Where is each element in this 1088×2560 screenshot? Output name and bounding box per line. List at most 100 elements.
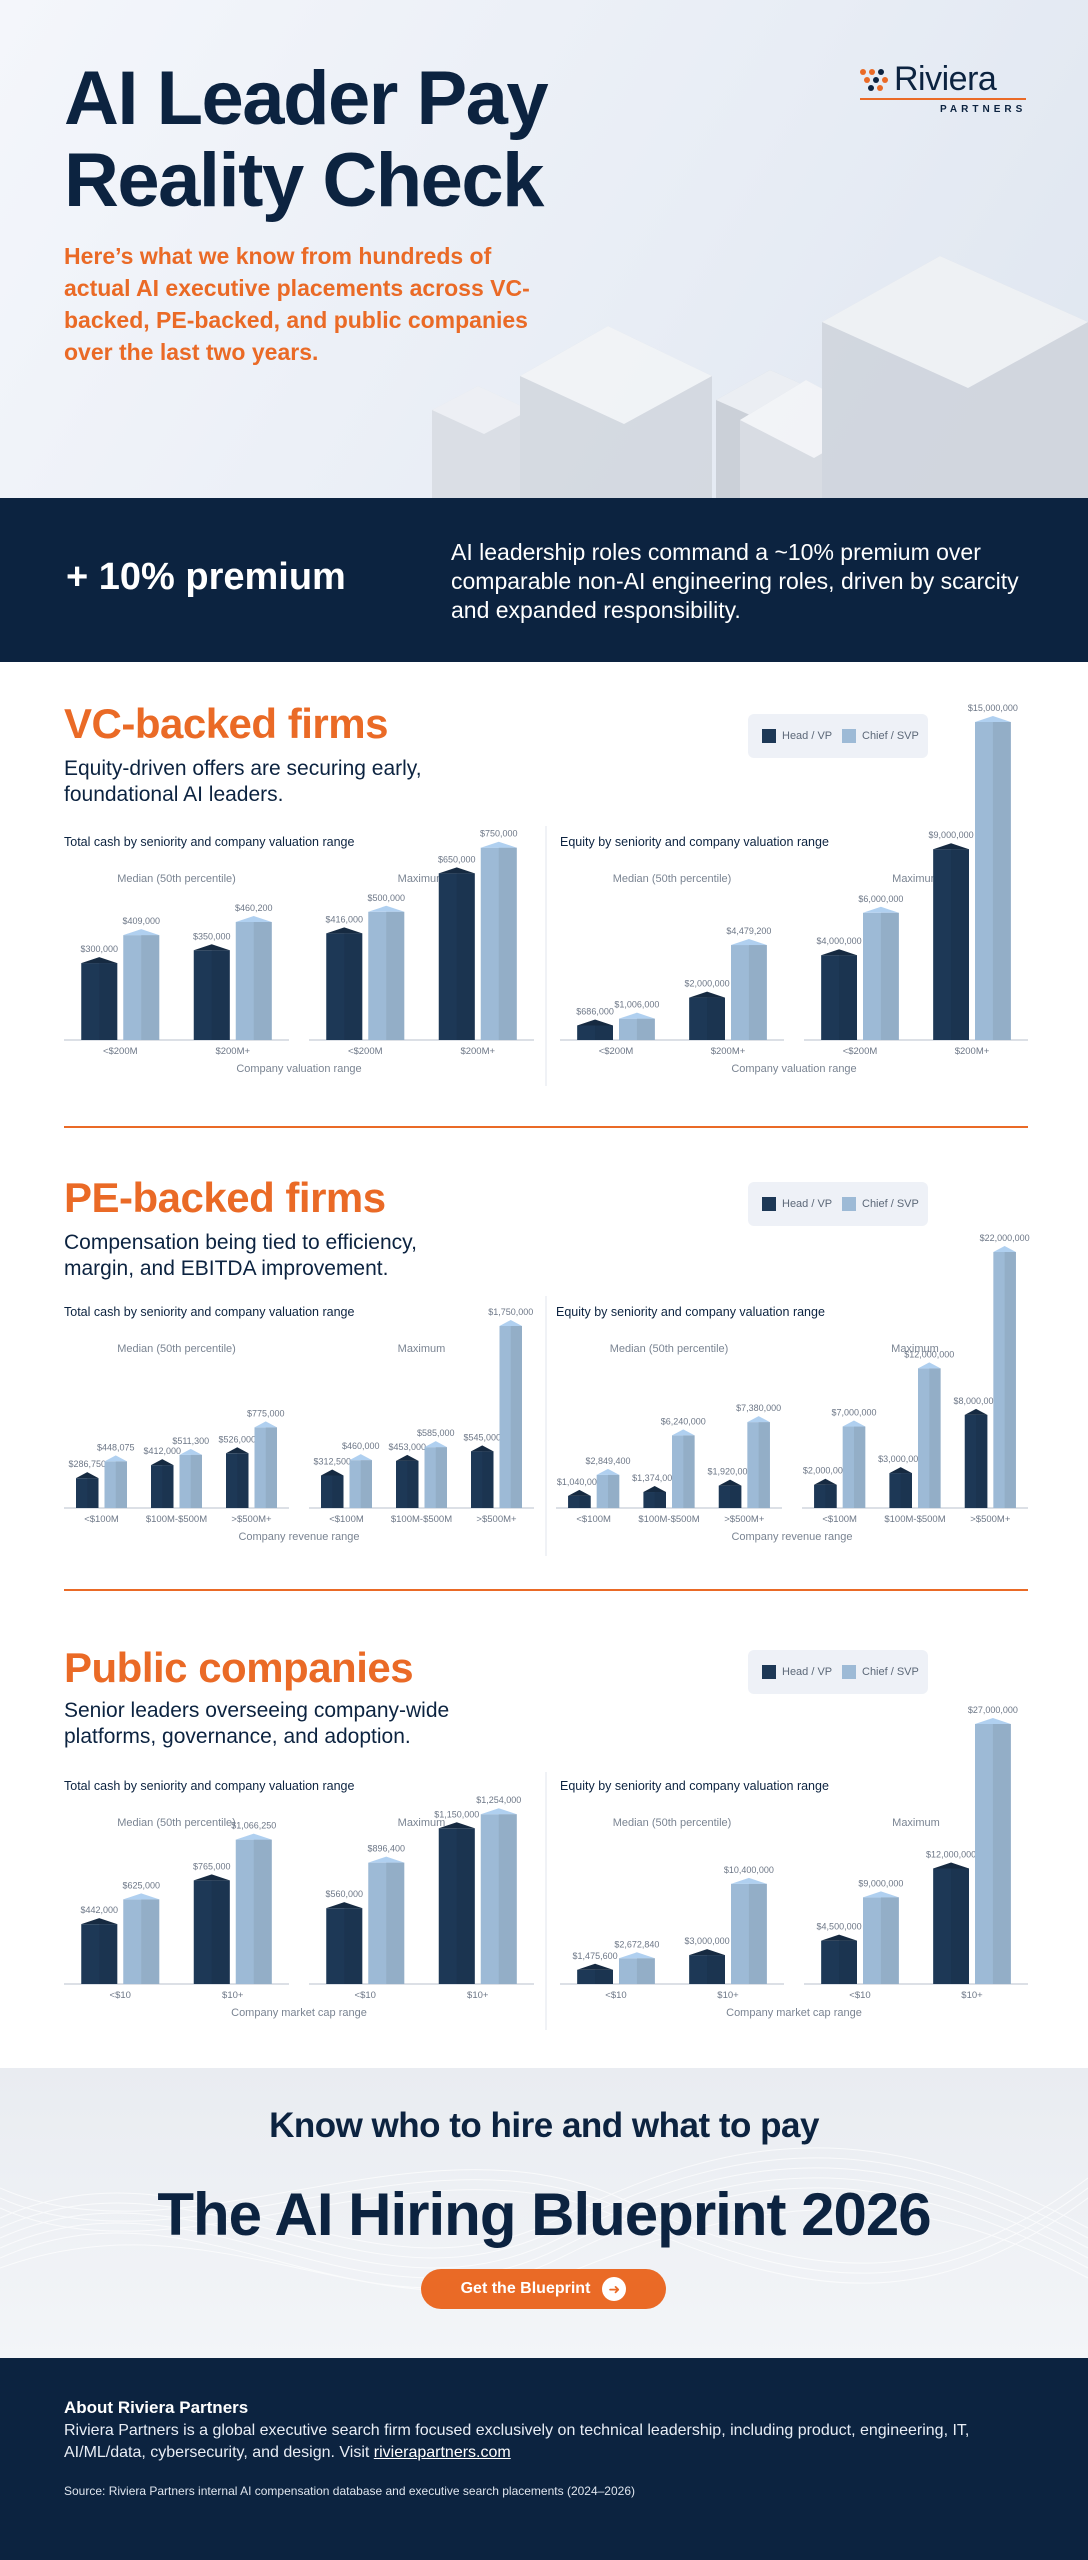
bar-top — [814, 1478, 837, 1485]
bar-top — [863, 906, 899, 913]
legend-item-chief: Chief / SVP — [842, 729, 919, 743]
get-blueprint-button[interactable]: Get the Blueprint ➜ — [421, 2269, 666, 2309]
bar-side-shade — [607, 1474, 620, 1508]
data-label: $15,000,000 — [968, 703, 1018, 713]
chart-pe-equity: Equity by seniority and company valuatio… — [556, 1233, 1030, 1543]
data-label: $1,254,000 — [476, 1795, 521, 1805]
legend-item-chief: Chief / SVP — [842, 1665, 919, 1679]
group-label: Median (50th percentile) — [117, 1817, 236, 1829]
bar-top — [577, 1019, 613, 1026]
section-divider — [64, 1589, 1028, 1591]
bar-top — [596, 1468, 620, 1475]
section-public-companies: Public companies Senior leaders overseei… — [0, 1592, 1088, 2068]
chart-public-equity: Equity by seniority and company valuatio… — [560, 1705, 1028, 2019]
bar-top — [499, 1320, 522, 1326]
x-tick-label: <$10 — [355, 1990, 376, 2001]
bar-side-shade — [332, 1475, 344, 1508]
section-title: Public companies — [64, 1644, 414, 1691]
bar-top — [619, 1952, 655, 1959]
logo-wordmark: Riviera — [894, 60, 997, 98]
data-label: $1,066,250 — [231, 1821, 276, 1831]
bar-side-shade — [758, 1422, 770, 1508]
chart-group-maximum: Maximum <$200M $416,000 $500,000 $200M+ $650,… — [309, 829, 534, 1057]
data-label: $453,000 — [388, 1442, 426, 1452]
bar-side-shade — [929, 1368, 941, 1508]
bar-top — [863, 1891, 899, 1898]
x-tick-label: <$200M — [843, 1046, 878, 1057]
bar-top — [821, 949, 857, 956]
group-label: Maximum — [398, 1817, 446, 1829]
group-label: Median (50th percentile) — [613, 1817, 732, 1829]
riviera-logo[interactable]: Riviera PARTNERS — [858, 58, 1028, 118]
chart-group-maximum: Maximum <$200M $4,000,000 $6,000,000 $200M+ $… — [804, 703, 1028, 1057]
bar-top — [81, 1918, 118, 1925]
data-label: $765,000 — [193, 1861, 231, 1871]
data-label: $448,075 — [97, 1442, 135, 1452]
x-tick-label: <$10 — [605, 1990, 626, 2001]
data-label: $686,000 — [576, 1006, 614, 1016]
x-tick-label: $200M+ — [215, 1046, 250, 1057]
section-pe-backed: PE-backed firms Compensation being tied … — [0, 1132, 1088, 1592]
bar-top — [731, 1877, 767, 1884]
legend-label-chief: Chief / SVP — [862, 1198, 919, 1210]
x-axis-title: Company valuation range — [236, 1063, 361, 1075]
footer-title: About Riviera Partners — [64, 2398, 249, 2417]
legend-item-head: Head / VP — [762, 729, 832, 743]
bar-top — [438, 1822, 475, 1829]
chart-group-median: Median (50th percentile) <$100M $286,750 $4… — [64, 1343, 289, 1525]
legend-label-chief: Chief / SVP — [862, 730, 919, 742]
bar-side-shade — [344, 1908, 363, 1984]
data-label: $350,000 — [193, 931, 231, 941]
data-label: $3,000,000 — [878, 1454, 923, 1464]
footer-source: Source: Riviera Partners internal AI com… — [64, 2484, 636, 2498]
x-tick-label: $200M+ — [460, 1046, 495, 1057]
chart-vc-equity: Equity by seniority and company valuatio… — [560, 703, 1028, 1075]
bar-side-shade — [730, 1485, 742, 1508]
bar-top — [326, 927, 363, 934]
bar-top — [349, 1454, 372, 1461]
group-label: Maximum — [398, 1343, 446, 1355]
chart-group-median: Median (50th percentile) <$100M $1,040,000… — [556, 1343, 782, 1525]
footer-website-link[interactable]: rivierapartners.com — [373, 2444, 511, 2461]
legend-item-head: Head / VP — [762, 1665, 832, 1679]
group-label: Median (50th percentile) — [117, 873, 236, 885]
bar-side-shade — [707, 997, 725, 1040]
bar-side-shade — [265, 1427, 277, 1508]
data-label: $4,000,000 — [817, 936, 862, 946]
bar-top — [424, 1441, 447, 1448]
data-label: $545,000 — [463, 1432, 501, 1442]
bar-top — [993, 1246, 1016, 1252]
x-tick-label: $100M-$500M — [884, 1514, 945, 1525]
x-axis-title: Company valuation range — [731, 1063, 856, 1075]
data-label: $2,000,000 — [803, 1466, 848, 1476]
x-tick-label: <$10 — [849, 1990, 870, 2001]
data-label: $1,006,000 — [614, 1000, 659, 1010]
legend-swatch-chief — [842, 1197, 856, 1211]
x-tick-label: >$500M+ — [724, 1514, 765, 1525]
bar-top — [718, 1479, 742, 1486]
bar-top — [471, 1445, 494, 1452]
legend-swatch-head — [762, 1197, 776, 1211]
bar-top — [123, 929, 160, 936]
x-tick-label: <$10 — [110, 1990, 131, 2001]
group-label: Maximum — [892, 1817, 940, 1829]
bar-top — [731, 939, 767, 946]
bar-side-shade — [141, 935, 160, 1040]
logo-underline — [860, 98, 1026, 100]
data-label: $6,240,000 — [661, 1416, 706, 1426]
group-label: Median (50th percentile) — [610, 1343, 729, 1355]
data-label: $10,400,000 — [724, 1865, 774, 1875]
bar-side-shade — [839, 1940, 857, 1984]
legend-swatch-chief — [842, 729, 856, 743]
bar-top — [179, 1448, 202, 1455]
arrow-right-icon: ➜ — [602, 2277, 627, 2301]
chart-group-median: Median (50th percentile) <$200M $686,000$1… — [560, 873, 784, 1057]
bar-side-shade — [951, 849, 969, 1040]
page-title-line-1: AI Leader Pay — [64, 56, 549, 141]
bar-top — [619, 1012, 655, 1019]
x-tick-label: $200M+ — [955, 1046, 990, 1057]
x-tick-label: <$200M — [348, 1046, 383, 1057]
data-label: $1,920,000 — [708, 1467, 753, 1477]
bar-side-shade — [435, 1447, 447, 1508]
bar-side-shade — [482, 1451, 494, 1508]
